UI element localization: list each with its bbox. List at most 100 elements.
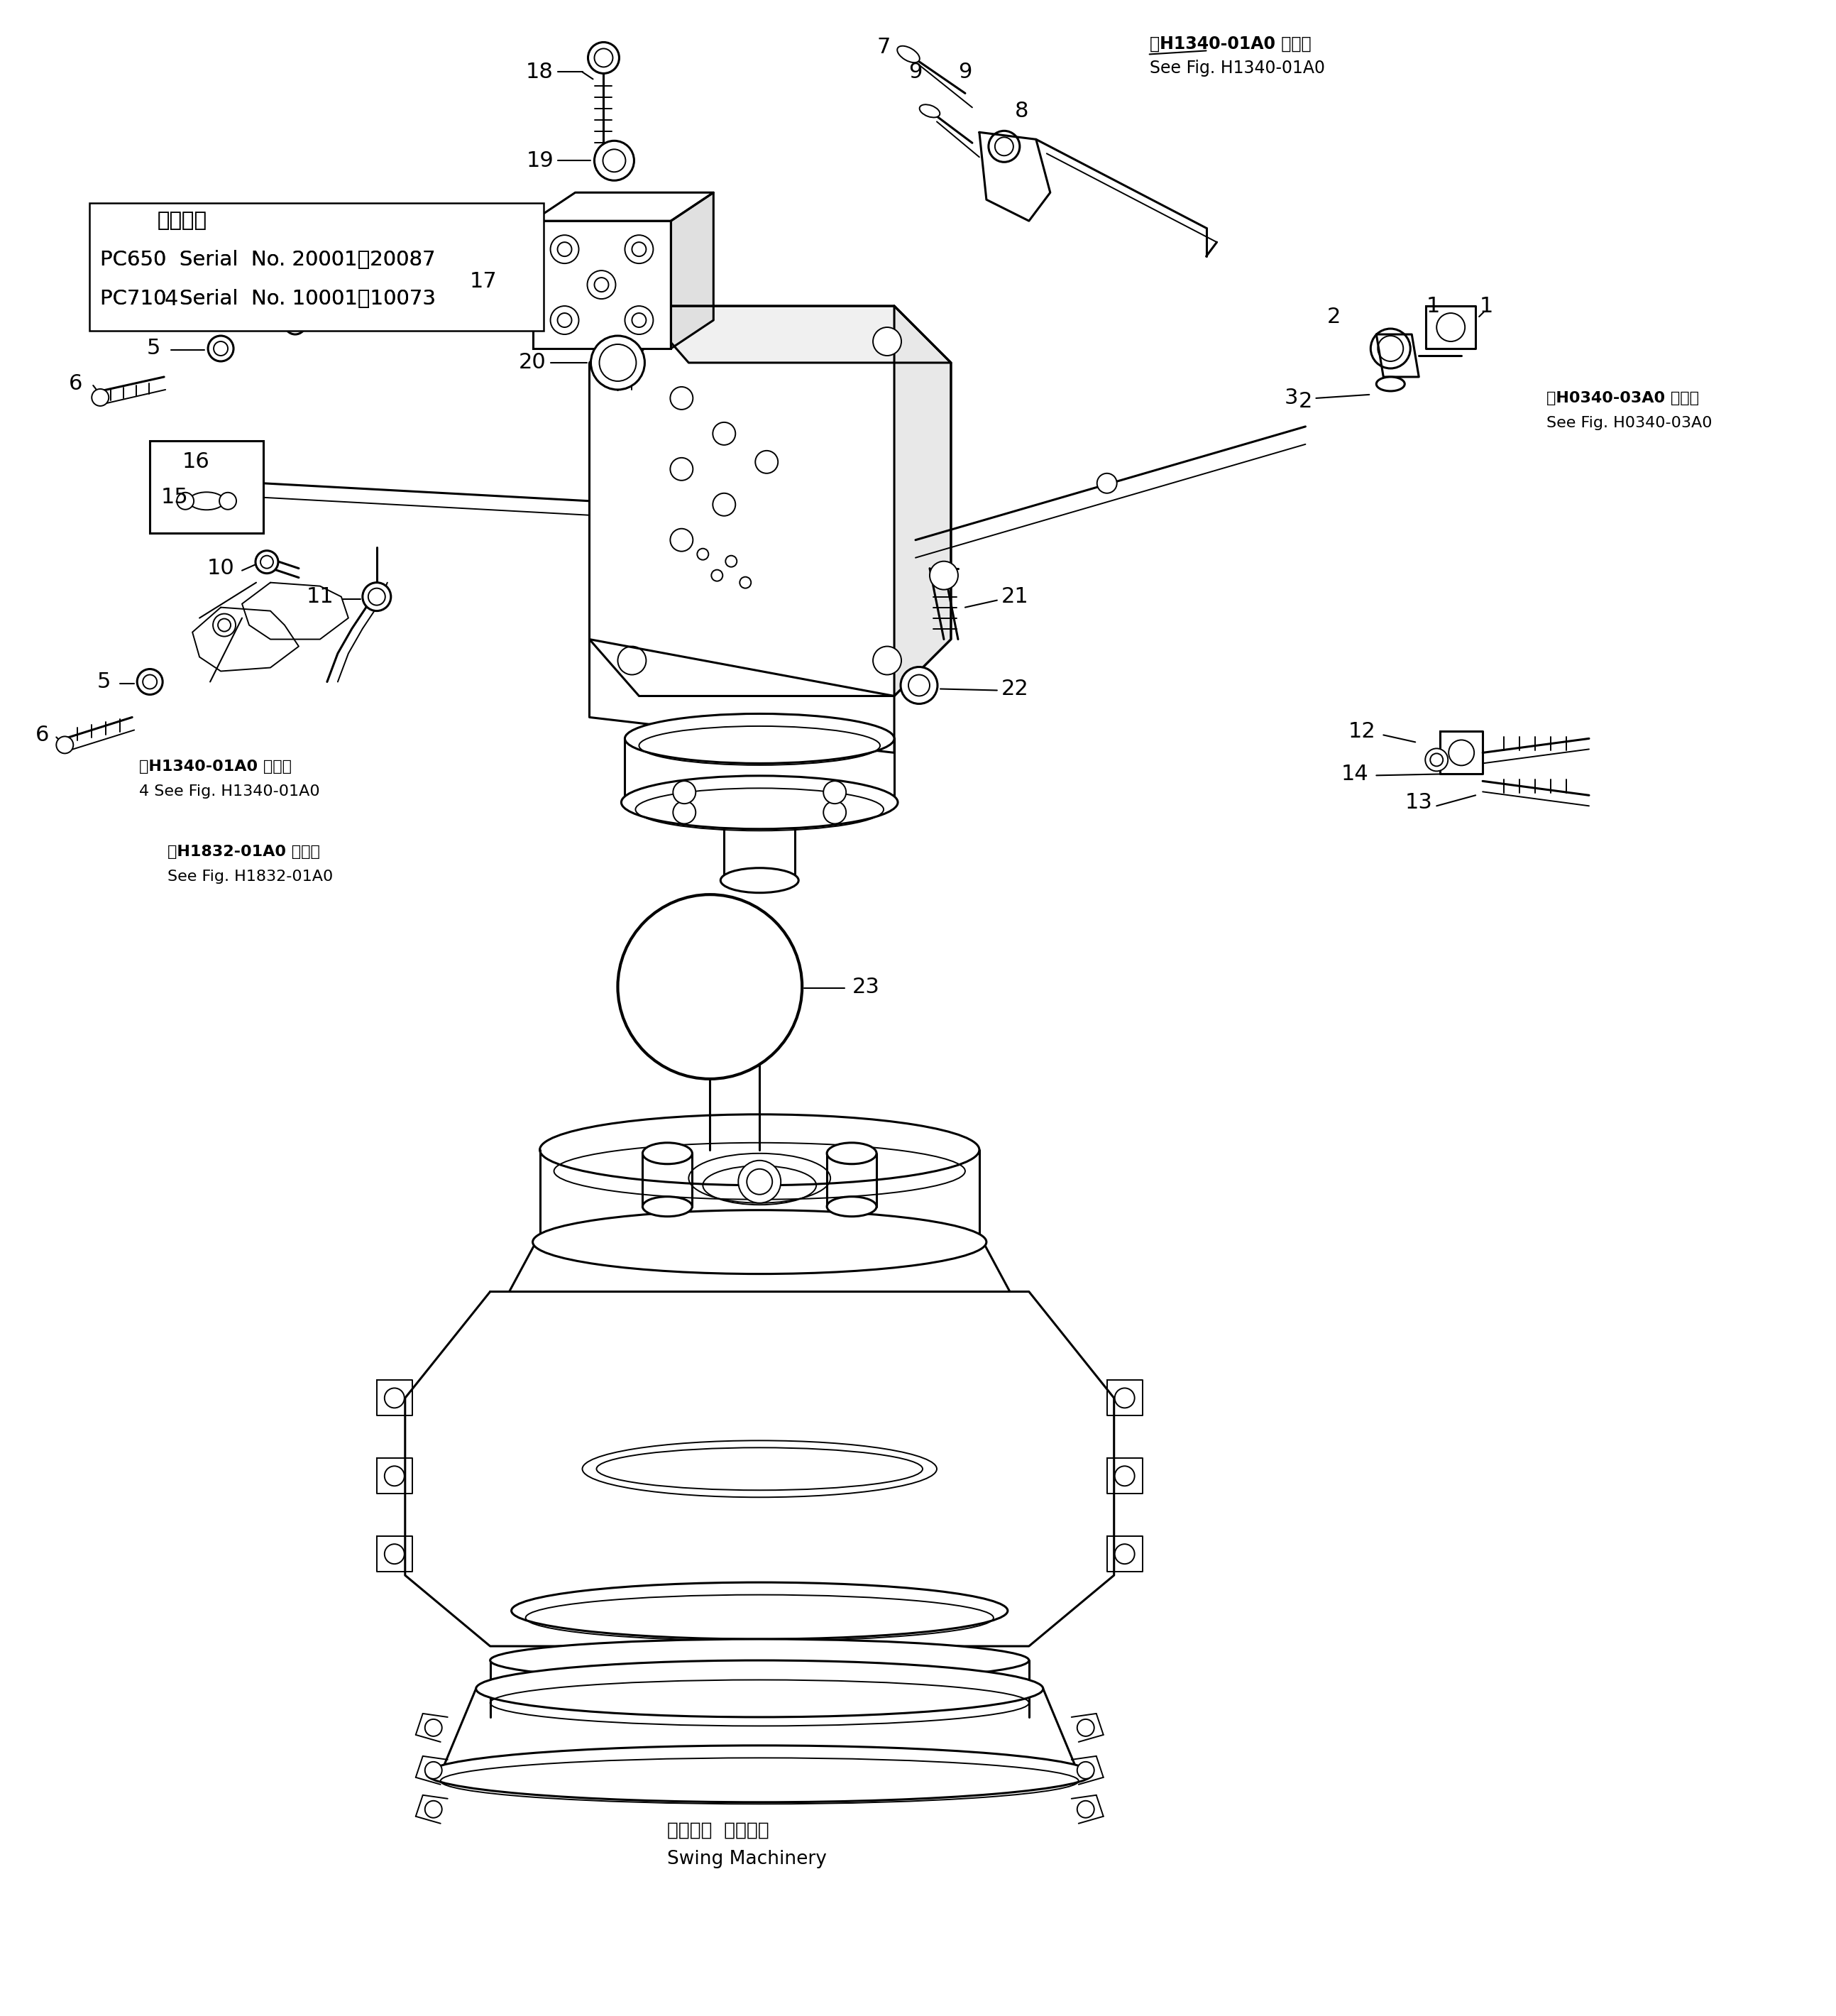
Polygon shape xyxy=(376,1381,411,1415)
Text: 10: 10 xyxy=(207,558,235,579)
Polygon shape xyxy=(1107,1381,1142,1415)
Text: 3: 3 xyxy=(1285,387,1298,409)
Polygon shape xyxy=(639,306,951,363)
Ellipse shape xyxy=(532,1210,986,1274)
Text: 1: 1 xyxy=(1480,296,1493,317)
Circle shape xyxy=(755,452,778,474)
Text: See Fig. H0340-03A0: See Fig. H0340-03A0 xyxy=(1546,415,1713,429)
Circle shape xyxy=(747,1169,773,1195)
Circle shape xyxy=(823,800,846,825)
Circle shape xyxy=(424,1720,442,1736)
Polygon shape xyxy=(242,583,349,639)
Circle shape xyxy=(1425,748,1449,772)
Text: Swing Machinery: Swing Machinery xyxy=(668,1851,826,1869)
Text: 2: 2 xyxy=(1298,391,1313,411)
Circle shape xyxy=(424,1762,442,1778)
Circle shape xyxy=(738,1161,780,1204)
Circle shape xyxy=(1436,312,1465,341)
Circle shape xyxy=(725,556,736,566)
Text: 1: 1 xyxy=(1427,296,1439,317)
Circle shape xyxy=(591,337,644,389)
Circle shape xyxy=(929,560,958,589)
Circle shape xyxy=(909,675,929,696)
Ellipse shape xyxy=(476,1661,1043,1718)
Ellipse shape xyxy=(920,105,940,117)
Circle shape xyxy=(617,647,646,675)
Circle shape xyxy=(1096,474,1116,494)
Bar xyxy=(151,442,263,532)
Text: PC650  Serial  No. 20001～20087: PC650 Serial No. 20001～20087 xyxy=(101,250,435,270)
Circle shape xyxy=(599,345,637,381)
Circle shape xyxy=(1377,337,1403,361)
Circle shape xyxy=(602,149,626,171)
Text: 23: 23 xyxy=(852,976,879,998)
Ellipse shape xyxy=(826,1143,876,1163)
Polygon shape xyxy=(376,1536,411,1572)
Text: 20: 20 xyxy=(520,353,547,373)
Circle shape xyxy=(595,278,608,292)
Circle shape xyxy=(595,141,633,181)
Polygon shape xyxy=(589,639,894,752)
Text: PC710  Serial  No. 10001～10073: PC710 Serial No. 10001～10073 xyxy=(101,288,435,308)
Text: 7: 7 xyxy=(878,36,890,58)
Circle shape xyxy=(362,583,391,611)
Text: 17: 17 xyxy=(470,270,498,292)
Circle shape xyxy=(1371,329,1410,369)
Circle shape xyxy=(207,337,233,361)
Text: 第H1832-01A0 図参照: 第H1832-01A0 図参照 xyxy=(167,845,319,859)
Polygon shape xyxy=(894,306,951,696)
Polygon shape xyxy=(589,306,951,696)
Circle shape xyxy=(143,675,156,689)
Polygon shape xyxy=(193,607,299,671)
Ellipse shape xyxy=(512,1583,1008,1639)
Bar xyxy=(532,222,670,349)
Circle shape xyxy=(698,548,709,560)
Ellipse shape xyxy=(720,869,799,893)
Circle shape xyxy=(624,236,654,264)
Circle shape xyxy=(558,242,571,256)
Text: 11: 11 xyxy=(307,587,334,607)
Circle shape xyxy=(248,304,266,323)
Circle shape xyxy=(218,619,231,631)
Text: 第H1340-01A0 図参照: 第H1340-01A0 図参照 xyxy=(140,760,292,774)
Circle shape xyxy=(1114,1389,1135,1407)
Text: 13: 13 xyxy=(1405,792,1432,812)
Text: 9: 9 xyxy=(909,62,922,83)
Circle shape xyxy=(588,270,615,298)
Circle shape xyxy=(424,1800,442,1818)
Circle shape xyxy=(1078,1720,1094,1736)
Circle shape xyxy=(261,556,274,569)
Text: 15: 15 xyxy=(162,488,189,508)
Circle shape xyxy=(285,312,307,335)
Circle shape xyxy=(213,341,228,355)
Text: 22: 22 xyxy=(1001,679,1028,700)
Bar xyxy=(90,204,543,331)
Circle shape xyxy=(1430,754,1443,766)
Text: 第H0340-03A0 図参照: 第H0340-03A0 図参照 xyxy=(1546,391,1698,405)
Circle shape xyxy=(57,736,73,754)
Circle shape xyxy=(632,242,646,256)
Circle shape xyxy=(213,613,235,637)
Circle shape xyxy=(988,131,1019,161)
Text: 9: 9 xyxy=(958,62,971,83)
Circle shape xyxy=(176,492,195,510)
Circle shape xyxy=(995,137,1013,155)
Circle shape xyxy=(255,550,279,573)
Text: 14: 14 xyxy=(1342,764,1370,784)
Text: 16: 16 xyxy=(182,452,209,472)
Text: 12: 12 xyxy=(1348,722,1375,742)
Circle shape xyxy=(369,589,386,605)
Circle shape xyxy=(670,528,692,550)
Circle shape xyxy=(551,236,578,264)
Polygon shape xyxy=(532,194,714,222)
Circle shape xyxy=(290,319,301,329)
Ellipse shape xyxy=(189,492,224,510)
Circle shape xyxy=(595,48,613,67)
Ellipse shape xyxy=(898,46,920,62)
Circle shape xyxy=(872,327,901,355)
Polygon shape xyxy=(406,1292,1114,1647)
Circle shape xyxy=(241,298,272,329)
Text: 21: 21 xyxy=(1001,587,1028,607)
Text: 適用号機: 適用号機 xyxy=(156,212,207,232)
Text: 5: 5 xyxy=(97,671,110,691)
